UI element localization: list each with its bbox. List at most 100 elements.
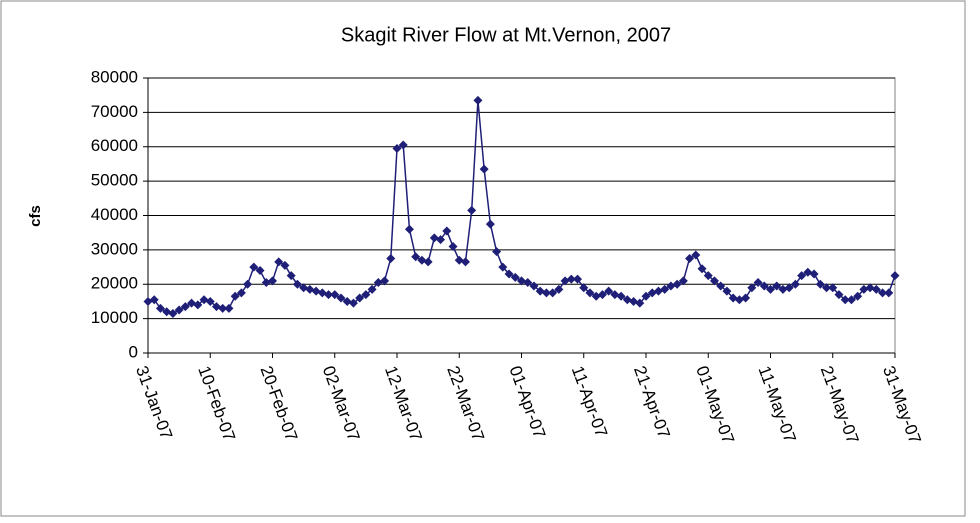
data-point (703, 271, 713, 281)
data-point (784, 283, 794, 293)
data-point (261, 278, 271, 288)
data-point (467, 205, 477, 215)
data-point (741, 293, 751, 303)
data-point (859, 284, 869, 294)
data-point (541, 288, 551, 298)
data-point (834, 290, 844, 300)
data-point (218, 303, 228, 313)
data-point (436, 235, 446, 245)
data-point (672, 279, 682, 289)
data-point (591, 291, 601, 301)
data-point (535, 286, 545, 296)
data-point (678, 276, 688, 286)
data-point (230, 291, 240, 301)
data-point (709, 276, 719, 286)
data-point (766, 284, 775, 294)
data-point (224, 303, 234, 313)
data-point (585, 288, 595, 298)
data-point (149, 295, 159, 305)
data-point (523, 278, 533, 288)
data-point (660, 284, 670, 294)
data-point (728, 293, 738, 303)
data-point (143, 296, 153, 306)
data-point (641, 291, 651, 301)
data-point (199, 295, 209, 305)
data-point (597, 290, 607, 300)
data-point (355, 293, 365, 303)
data-point (529, 281, 539, 291)
data-point (187, 298, 197, 308)
data-point (560, 276, 570, 286)
data-point (510, 272, 520, 282)
y-tick-label: 60000 (91, 136, 138, 155)
data-point (367, 284, 377, 294)
data-point (803, 267, 813, 277)
y-tick-label: 10000 (91, 308, 138, 327)
y-tick-label: 50000 (91, 171, 138, 190)
data-point (336, 293, 346, 303)
data-point (610, 290, 620, 300)
data-point (865, 283, 875, 293)
data-point (772, 281, 782, 291)
data-point (647, 288, 657, 298)
data-point (691, 250, 701, 260)
data-point (884, 288, 894, 298)
data-point (653, 286, 663, 296)
data-point (392, 143, 402, 153)
data-point (448, 241, 458, 251)
data-point (790, 279, 800, 289)
data-point (566, 274, 576, 284)
data-point (554, 284, 564, 294)
data-point (330, 290, 340, 300)
data-point (348, 298, 358, 308)
data-point (840, 295, 850, 305)
data-point (361, 290, 371, 300)
data-point (280, 260, 290, 270)
data-point (722, 286, 732, 296)
data-point (629, 296, 639, 306)
y-axis-label: cfs (27, 205, 44, 227)
data-point (305, 284, 315, 294)
data-point (236, 288, 246, 298)
data-point (479, 164, 489, 174)
data-point (429, 233, 439, 243)
data-point (155, 303, 165, 313)
data-point (809, 269, 819, 279)
y-tick-label: 70000 (91, 102, 138, 121)
data-point (417, 255, 427, 265)
data-point (180, 302, 190, 312)
data-point (274, 257, 284, 267)
data-point (878, 288, 888, 298)
data-point (168, 308, 178, 318)
data-point (828, 283, 838, 293)
data-point (604, 286, 614, 296)
data-point (268, 276, 277, 286)
data-point (373, 278, 383, 288)
data-point (286, 271, 296, 281)
data-point (853, 291, 863, 301)
data-point (324, 290, 334, 300)
data-point (498, 262, 508, 272)
data-point (753, 278, 763, 288)
data-point (548, 288, 558, 298)
data-point (423, 257, 433, 267)
data-point (454, 255, 464, 265)
data-point (573, 274, 583, 284)
data-point (666, 281, 676, 291)
data-point (716, 281, 726, 291)
data-point (871, 284, 881, 294)
data-point (292, 279, 302, 289)
data-point (174, 305, 184, 315)
y-tick-label: 40000 (91, 205, 138, 224)
data-point (734, 295, 744, 305)
data-point (485, 219, 495, 229)
data-point (404, 224, 414, 234)
data-point (411, 252, 421, 262)
data-point (460, 257, 470, 267)
data-point (890, 271, 900, 281)
data-point (255, 266, 265, 275)
y-tick-label: 30000 (91, 239, 138, 258)
data-point (697, 264, 707, 274)
data-point (846, 295, 856, 305)
